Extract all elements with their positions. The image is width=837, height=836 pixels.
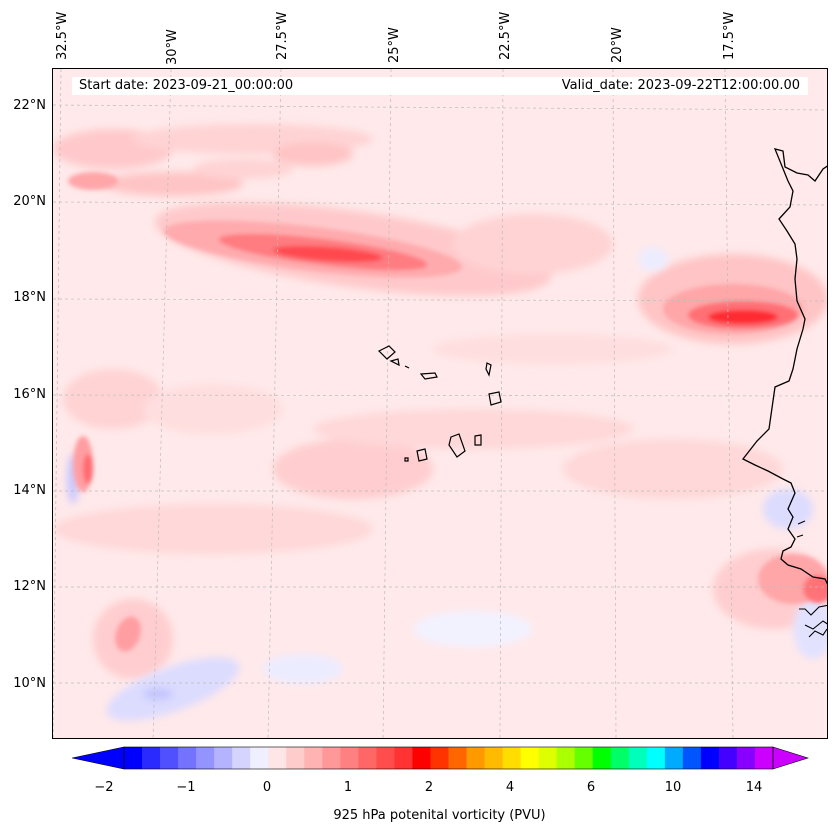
colorbar-bin [502,747,522,769]
colorbar-bin [448,747,467,769]
pv-contours-negative [67,247,827,721]
lat-label-18n: 18°N [13,290,46,305]
date-info-box [72,77,808,95]
cb-tick-14: 14 [745,780,763,795]
lon-label-27-5w: 27.5°W [275,11,290,60]
lon-label-17-5w: 17.5°W [722,11,737,60]
colorbar [71,746,810,770]
graticule [53,69,827,738]
colorbar-bin [520,747,540,769]
colorbar-bin [196,747,215,769]
lat-label-22n: 22°N [13,98,46,113]
guinea-coast [799,604,827,638]
lat-label-20n: 20°N [13,194,46,209]
valid-date-label: Valid_date: 2023-09-22T12:00:00.00 [561,78,800,93]
colorbar-bin [358,747,377,769]
colorbar-bin [610,747,630,769]
cb-tick-0: 0 [262,780,272,795]
colorbar-bin [700,747,720,769]
start-date-label: Start date: 2023-09-21_00:00:00 [79,78,294,93]
colorbar-bin [394,747,413,769]
colorbar-bin [160,747,179,769]
colorbar-extend-min [71,746,125,770]
colorbar-bin [682,747,702,769]
colorbar-label: 925 hPa potenital vorticity (PVU) [333,808,546,823]
lat-label-12n: 12°N [13,579,46,594]
pv-contours-light [53,124,827,679]
colorbar-bin [754,747,774,769]
lat-label-10n: 10°N [13,676,46,691]
colorbar-bin [376,747,395,769]
colorbar-outline [123,746,774,770]
colorbar-bin [646,747,666,769]
colorbar-bin [574,747,594,769]
colorbar-bin [124,747,143,769]
colorbar-bin [592,747,612,769]
lat-label-14n: 14°N [13,483,46,498]
colorbar-bin [322,747,341,769]
colorbar-bin [628,747,648,769]
colorbar-bin [304,747,323,769]
colorbar-bin [286,747,305,769]
pv-field-map [53,69,827,738]
colorbar-bin [232,747,251,769]
lon-label-30w: 30°W [165,29,180,65]
african-coastline [742,148,827,585]
cb-tick-10: 10 [664,780,682,795]
lon-label-20w: 20°W [610,27,625,63]
pv-contours-strong [68,172,827,652]
cb-tick-neg1: −1 [176,780,196,795]
colorbar-bin [268,747,287,769]
cb-tick-1: 1 [343,780,353,795]
colorbar-bin [142,747,161,769]
colorbar-bin [250,747,269,769]
cb-tick-2: 2 [424,780,434,795]
colorbar-bin [214,747,233,769]
lon-label-22-5w: 22.5°W [498,11,513,60]
cape-verde-islands [377,345,502,462]
map-panel [52,68,828,739]
colorbar-bin [538,747,558,769]
colorbar-extend-max [772,746,810,770]
colorbar-bin [466,747,485,769]
colorbar-bin [484,747,503,769]
colorbar-bin [718,747,738,769]
bissagos-islands [796,520,806,538]
colorbar-bin [178,747,197,769]
cb-tick-neg2: −2 [94,780,114,795]
cb-tick-4: 4 [505,780,515,795]
colorbar-bin [736,747,756,769]
lon-label-32-5w: 32.5°W [55,11,70,60]
lon-label-25w: 25°W [387,27,402,63]
cb-tick-6: 6 [586,780,596,795]
colorbar-bin [430,747,449,769]
lat-label-16n: 16°N [13,387,46,402]
colorbar-bin [556,747,576,769]
colorbar-bin [340,747,359,769]
colorbar-bin [664,747,684,769]
colorbar-bin [412,747,431,769]
